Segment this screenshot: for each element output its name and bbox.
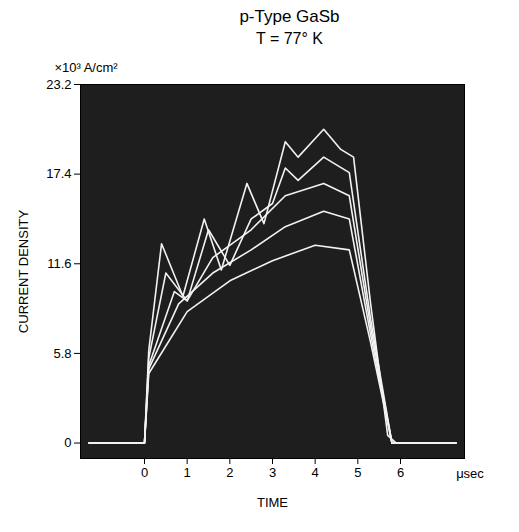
svg-text:23.2: 23.2 xyxy=(46,77,71,92)
html-text:p-Type GaSb: p-Type GaSb xyxy=(239,7,340,26)
html-text:T = 77° K: T = 77° K xyxy=(256,30,323,47)
svg-text:5: 5 xyxy=(354,465,361,480)
svg-text:11.6: 11.6 xyxy=(47,256,71,271)
svg-text:3: 3 xyxy=(269,465,276,480)
svg-text:TIME: TIME xyxy=(257,495,288,510)
svg-text:17.4: 17.4 xyxy=(46,166,71,181)
svg-text:6: 6 xyxy=(397,465,404,480)
svg-text:4: 4 xyxy=(312,465,319,480)
svg-text:5.8: 5.8 xyxy=(53,346,71,361)
svg-text:CURRENT DENSITY: CURRENT DENSITY xyxy=(16,210,31,334)
svg-text:×10³ A/cm²: ×10³ A/cm² xyxy=(54,60,118,75)
svg-text:0: 0 xyxy=(141,465,148,480)
svg-text:μsec: μsec xyxy=(456,466,484,481)
svg-text:1: 1 xyxy=(184,465,191,480)
svg-text:0: 0 xyxy=(64,435,71,450)
svg-text:2: 2 xyxy=(226,465,233,480)
